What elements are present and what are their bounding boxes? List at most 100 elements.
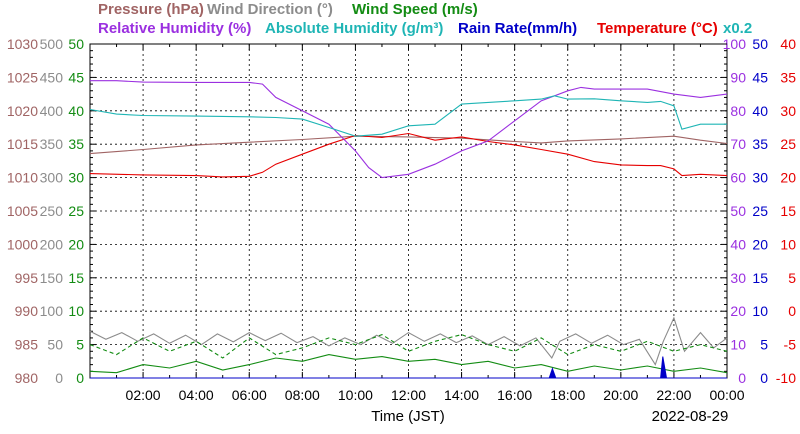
y-tick-label-rain: 10 bbox=[752, 303, 768, 319]
y-tick-label-pressure: 990 bbox=[15, 303, 39, 319]
y-tick-label-wind_speed: 20 bbox=[68, 236, 84, 252]
y-tick-label-wind_speed: 35 bbox=[68, 136, 84, 152]
y-tick-label-temperature: 0 bbox=[788, 303, 796, 319]
legend-humidity: Relative Humidity (%) bbox=[98, 20, 251, 37]
x-tick-label: 02:00 bbox=[126, 387, 161, 403]
series-wind_speed_avg bbox=[89, 354, 728, 374]
y-tick-label-humidity: 0 bbox=[738, 370, 746, 386]
y-tick-label-pressure: 1005 bbox=[7, 203, 38, 219]
y-tick-label-humidity: 20 bbox=[730, 303, 746, 319]
y-tick-label-pressure: 1030 bbox=[7, 36, 38, 52]
series-pressure bbox=[89, 135, 728, 155]
y-tick-label-pressure: 1010 bbox=[7, 170, 38, 186]
y-tick-label-temperature: -10 bbox=[776, 370, 796, 386]
series-humidity bbox=[90, 80, 728, 179]
y-tick-label-wind_dir: 0 bbox=[55, 370, 63, 386]
y-tick-label-pressure: 1020 bbox=[7, 103, 38, 119]
y-tick-label-wind_dir: 150 bbox=[40, 270, 64, 286]
y-tick-label-wind_speed: 5 bbox=[76, 337, 84, 353]
legend-pressure: Pressure (hPa) bbox=[98, 1, 204, 18]
y-tick-label-wind_dir: 300 bbox=[40, 170, 64, 186]
legend-abs_humidity: Absolute Humidity (g/m³) bbox=[265, 20, 443, 37]
y-tick-label-humidity: 50 bbox=[730, 203, 746, 219]
y-tick-label-rain: 25 bbox=[752, 203, 768, 219]
y-tick-label-wind_speed: 25 bbox=[68, 203, 84, 219]
y-tick-label-rain: 20 bbox=[752, 236, 768, 252]
y-tick-label-pressure: 995 bbox=[15, 270, 39, 286]
x-tick-label: 14:00 bbox=[444, 387, 479, 403]
y-tick-label-humidity: 40 bbox=[730, 236, 746, 252]
y-tick-label-rain: 35 bbox=[752, 136, 768, 152]
series-temperature bbox=[89, 132, 728, 178]
axes: 9809859909951000100510101015102010251030… bbox=[7, 36, 796, 386]
y-tick-label-rain: 5 bbox=[760, 337, 768, 353]
series-wind_speed_max bbox=[89, 333, 728, 359]
y-tick-label-wind_dir: 250 bbox=[40, 203, 64, 219]
x-tick-label: 22:00 bbox=[656, 387, 691, 403]
y-tick-label-humidity: 80 bbox=[730, 103, 746, 119]
y-tick-label-wind_dir: 400 bbox=[40, 103, 64, 119]
y-tick-label-pressure: 980 bbox=[15, 370, 39, 386]
y-tick-label-rain: 40 bbox=[752, 103, 768, 119]
y-tick-label-temperature: 30 bbox=[780, 103, 796, 119]
y-tick-label-wind_speed: 30 bbox=[68, 170, 84, 186]
y-tick-label-humidity: 100 bbox=[723, 36, 747, 52]
legend-rain: Rain Rate(mm/h) bbox=[458, 20, 577, 37]
y-tick-label-temperature: -5 bbox=[784, 337, 797, 353]
y-tick-label-temperature: 10 bbox=[780, 236, 796, 252]
y-tick-label-wind_dir: 350 bbox=[40, 136, 64, 152]
y-tick-label-temperature: 40 bbox=[780, 36, 796, 52]
y-tick-label-wind_speed: 10 bbox=[68, 303, 84, 319]
y-tick-label-temperature: 35 bbox=[780, 69, 796, 85]
y-tick-label-wind_speed: 45 bbox=[68, 69, 84, 85]
y-tick-label-rain: 45 bbox=[752, 69, 768, 85]
legend-wind_speed: Wind Speed (m/s) bbox=[352, 1, 478, 18]
y-tick-label-humidity: 90 bbox=[730, 69, 746, 85]
y-tick-label-temperature: 25 bbox=[780, 136, 796, 152]
x-tick-label: 06:00 bbox=[232, 387, 267, 403]
y-tick-label-pressure: 1015 bbox=[7, 136, 38, 152]
x-tick-label: 18:00 bbox=[550, 387, 585, 403]
y-tick-label-wind_speed: 40 bbox=[68, 103, 84, 119]
y-tick-label-rain: 50 bbox=[752, 36, 768, 52]
y-tick-label-pressure: 985 bbox=[15, 337, 39, 353]
y-tick-label-wind_speed: 15 bbox=[68, 270, 84, 286]
plot-area bbox=[89, 80, 728, 379]
x-tick-label: 20:00 bbox=[603, 387, 638, 403]
y-tick-label-humidity: 70 bbox=[730, 136, 746, 152]
series-abs_humidity bbox=[89, 95, 727, 137]
legend: Pressure (hPa) Wind Direction (°) Wind Spe… bbox=[98, 1, 752, 37]
series-wind_dir bbox=[89, 316, 728, 366]
y-tick-label-wind_dir: 500 bbox=[40, 36, 64, 52]
x-axis: 02:00 04:00 06:00 08:00 10:00 12:00 14:00 16:00… bbox=[126, 387, 745, 425]
y-tick-label-rain: 15 bbox=[752, 270, 768, 286]
y-tick-label-temperature: 20 bbox=[780, 170, 796, 186]
x-tick-label: 08:00 bbox=[285, 387, 320, 403]
y-tick-label-humidity: 10 bbox=[730, 337, 746, 353]
y-tick-label-rain: 0 bbox=[760, 370, 768, 386]
x-tick-label: 16:00 bbox=[497, 387, 532, 403]
y-tick-label-pressure: 1000 bbox=[7, 236, 38, 252]
x-tick-label: 10:00 bbox=[338, 387, 373, 403]
x-axis-label: Time (JST) bbox=[371, 408, 445, 425]
legend-wind_dir: Wind Direction (°) bbox=[207, 1, 333, 18]
y-tick-label-wind_speed: 0 bbox=[76, 370, 84, 386]
x-tick-label: 04:00 bbox=[179, 387, 214, 403]
legend-x_note: x0.2 bbox=[723, 20, 752, 37]
y-tick-label-humidity: 60 bbox=[730, 170, 746, 186]
y-tick-label-wind_dir: 100 bbox=[40, 303, 64, 319]
date-label: 2022-08-29 bbox=[652, 408, 729, 425]
x-tick-label: 12:00 bbox=[391, 387, 426, 403]
y-tick-label-pressure: 1025 bbox=[7, 69, 38, 85]
y-tick-label-wind_speed: 50 bbox=[68, 36, 84, 52]
y-tick-label-wind_dir: 200 bbox=[40, 236, 64, 252]
y-tick-label-rain: 30 bbox=[752, 170, 768, 186]
series-rain bbox=[90, 356, 727, 379]
y-tick-label-wind_dir: 50 bbox=[47, 337, 63, 353]
y-tick-label-temperature: 15 bbox=[780, 203, 796, 219]
y-tick-label-humidity: 30 bbox=[730, 270, 746, 286]
legend-temperature: Temperature (°C) bbox=[597, 20, 718, 37]
y-tick-label-temperature: 5 bbox=[788, 270, 796, 286]
